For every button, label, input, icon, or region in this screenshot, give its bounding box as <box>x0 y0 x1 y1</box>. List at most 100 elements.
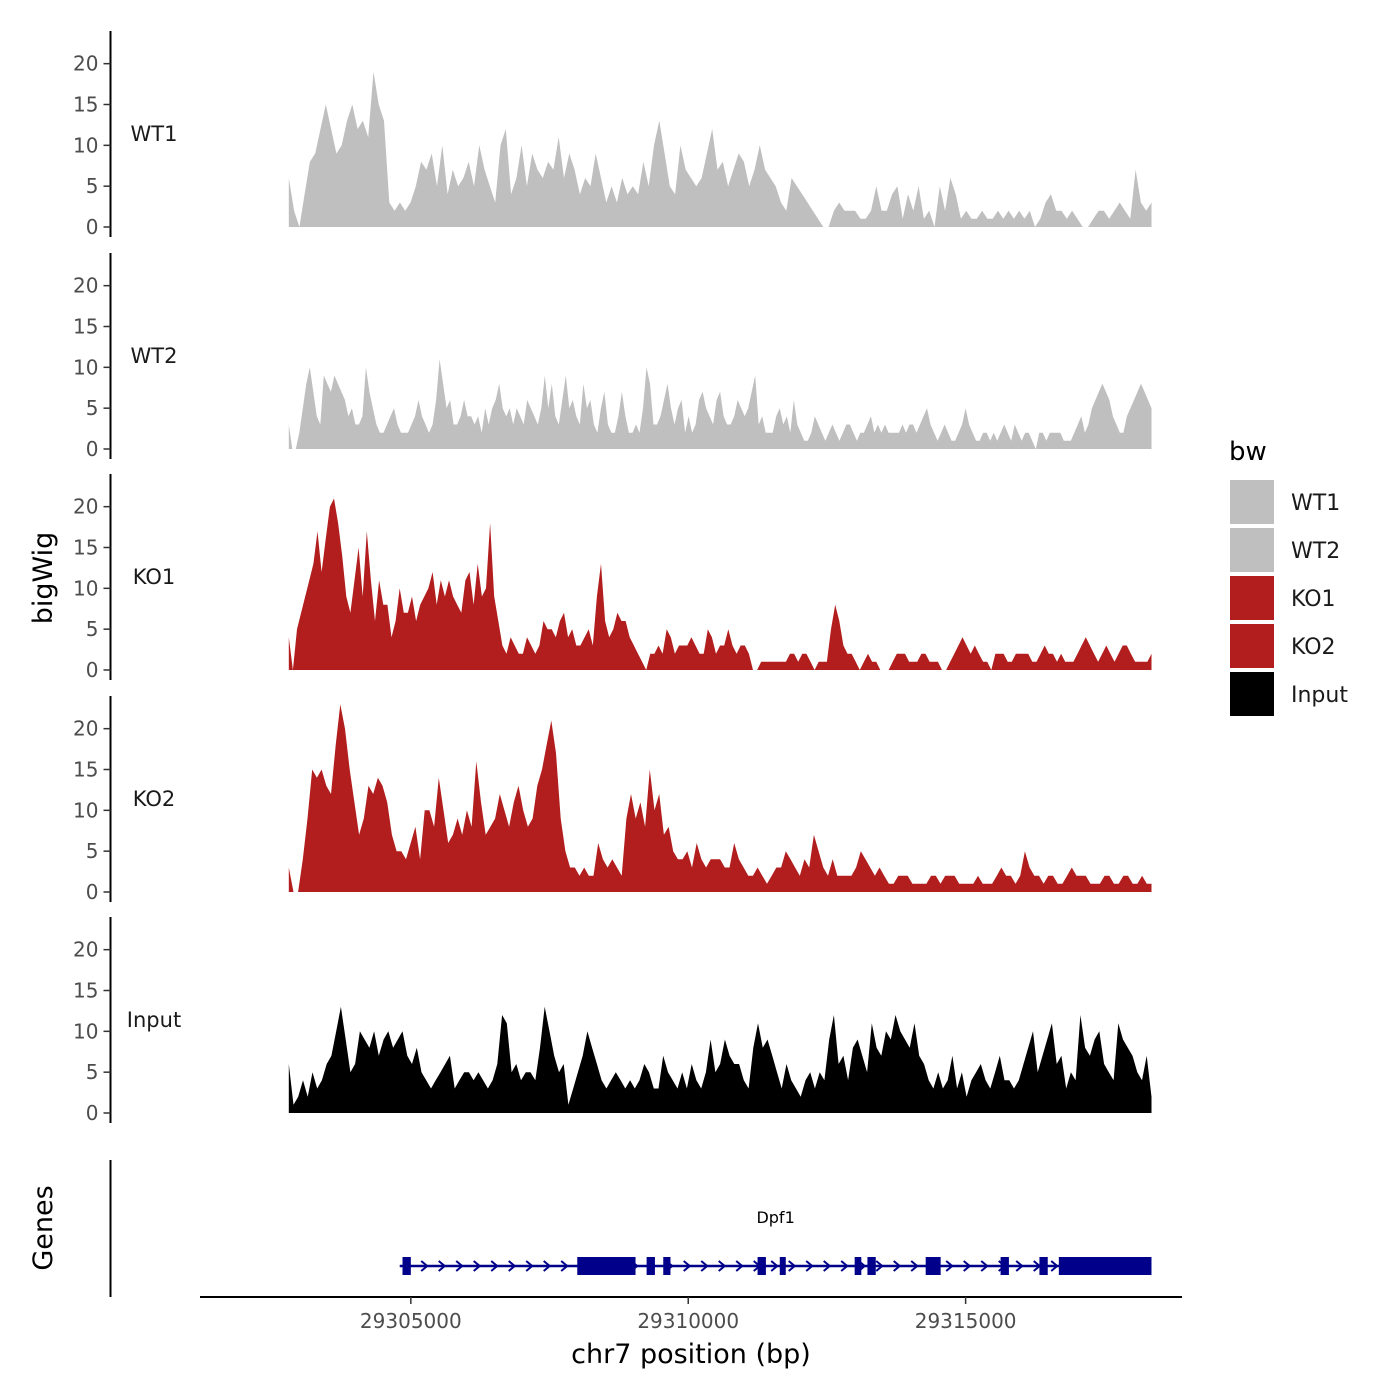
gene-strand-arrow <box>735 1260 744 1272</box>
track-input-y-tick-label: 5 <box>86 1060 99 1084</box>
track-wt2-area <box>288 359 1152 449</box>
legend-label: WT2 <box>1291 539 1340 564</box>
gene-exon <box>854 1257 862 1275</box>
track-wt2-y-tick-label: 15 <box>73 315 98 339</box>
x-axis-title: chr7 position (bp) <box>571 1339 811 1370</box>
gene-strand-arrow <box>438 1260 447 1272</box>
track-ko2-y-tick-label: 0 <box>86 880 99 904</box>
x-axis-ticks: 29305000 29310000 29315000 <box>360 1297 1017 1333</box>
gene-exon <box>577 1257 636 1275</box>
gene-exon <box>402 1257 411 1275</box>
gene-strand-arrow <box>805 1260 814 1272</box>
x-tick-label: 29310000 <box>637 1309 739 1333</box>
track-input-area <box>288 1006 1152 1113</box>
gene-strand-arrow <box>840 1260 849 1272</box>
genes-panel: Genes Dpf1 29305000 29310000 29315000 chr7… <box>28 1160 1182 1370</box>
track-ko2-y-tick-label: 5 <box>86 839 99 863</box>
track-ko2-label: KO2 <box>133 787 176 811</box>
gene-strand-arrow <box>1015 1260 1024 1272</box>
x-tick-label: 29305000 <box>360 1309 462 1333</box>
gene-strand-arrow <box>490 1260 499 1272</box>
track-ko1-y-tick-label: 0 <box>86 658 99 682</box>
track-ko1-y-tick-label: 10 <box>73 576 98 600</box>
track-ko2-y-tick-label: 20 <box>73 717 98 741</box>
track-wt2: 0 5 10 15 20 WT2 <box>73 253 1152 461</box>
track-ko1-y-tick-label: 20 <box>73 495 98 519</box>
track-input-y-tick-label: 20 <box>73 938 98 962</box>
track-wt1-y-tick-label: 10 <box>73 133 98 157</box>
legend-title: bw <box>1229 437 1267 467</box>
gene-exon <box>757 1257 766 1275</box>
track-ko2-area <box>288 704 1152 892</box>
track-ko1-area <box>288 498 1152 670</box>
legend-swatch <box>1230 624 1274 668</box>
legend-swatch <box>1230 528 1274 572</box>
gene-strand-arrow <box>543 1260 552 1272</box>
legend-items: WT1 WT2 KO1 KO2 Input <box>1230 480 1348 716</box>
gene-exon <box>646 1257 655 1275</box>
legend-item-wt1: WT1 <box>1230 480 1340 524</box>
gene-strand-arrow <box>893 1260 902 1272</box>
track-wt2-y-tick-label: 20 <box>73 274 98 298</box>
track-input: 0 5 10 15 20 Input <box>73 917 1152 1125</box>
tracks-group: 0 5 10 15 20 WT1 0 5 10 15 20 WT2 0 5 10 15 20 KO1 0 5 10 15 2… <box>73 31 1152 1125</box>
legend-label: Input <box>1291 683 1348 708</box>
gene-exon <box>1039 1257 1048 1275</box>
track-wt2-label: WT2 <box>131 344 178 368</box>
legend-item-ko1: KO1 <box>1230 576 1336 620</box>
gene-strand-arrow <box>963 1260 972 1272</box>
legend-item-ko2: KO2 <box>1230 624 1336 668</box>
track-ko1: 0 5 10 15 20 KO1 <box>73 474 1152 682</box>
gene-exon <box>779 1257 786 1275</box>
gene-dpf1: Dpf1 <box>399 1208 1152 1275</box>
gene-strand-arrow <box>700 1260 709 1272</box>
legend-swatch <box>1230 480 1274 524</box>
track-wt1-y-tick-label: 5 <box>86 174 99 198</box>
track-input-y-tick-label: 10 <box>73 1019 98 1043</box>
gene-strand-arrow <box>718 1260 727 1272</box>
track-input-label: Input <box>127 1008 181 1032</box>
track-wt2-y-tick-label: 0 <box>86 437 99 461</box>
track-input-y-tick-label: 15 <box>73 979 98 1003</box>
gene-strand-arrow <box>788 1260 797 1272</box>
track-wt1-area <box>288 71 1152 227</box>
gene-strand-arrow <box>560 1260 569 1272</box>
legend-label: KO1 <box>1291 587 1336 612</box>
track-ko1-y-tick-label: 5 <box>86 617 99 641</box>
gene-strand-arrow <box>473 1260 482 1272</box>
gene-exon <box>925 1257 941 1275</box>
track-ko2-y-tick-label: 15 <box>73 758 98 782</box>
legend-item-input: Input <box>1230 672 1348 716</box>
gene-strand-arrow <box>525 1260 534 1272</box>
legend-label: KO2 <box>1291 635 1336 660</box>
gene-strand-arrow <box>1050 1260 1059 1272</box>
track-ko1-y-tick-label: 15 <box>73 536 98 560</box>
x-tick-label: 29315000 <box>915 1309 1017 1333</box>
track-wt2-y-tick-label: 10 <box>73 355 98 379</box>
legend-swatch <box>1230 672 1274 716</box>
gene-strand-arrow <box>508 1260 517 1272</box>
y-axis-title: bigWig <box>28 532 59 625</box>
gene-exon <box>663 1257 671 1275</box>
gene-strand-arrow <box>455 1260 464 1272</box>
track-wt1-y-tick-label: 0 <box>86 215 99 239</box>
gene-strand-arrow <box>823 1260 832 1272</box>
genes-layer: Dpf1 <box>399 1208 1152 1275</box>
gene-strand-arrow <box>770 1260 779 1272</box>
gene-strand-arrow <box>875 1260 884 1272</box>
legend-swatch <box>1230 576 1274 620</box>
track-wt2-y-tick-label: 5 <box>86 396 99 420</box>
track-ko1-label: KO1 <box>133 565 176 589</box>
gene-strand-arrow <box>910 1260 919 1272</box>
legend-label: WT1 <box>1291 491 1340 516</box>
legend-item-wt2: WT2 <box>1230 528 1340 572</box>
track-wt1-label: WT1 <box>131 122 178 146</box>
track-wt1-y-tick-label: 15 <box>73 93 98 117</box>
track-ko2: 0 5 10 15 20 KO2 <box>73 696 1152 904</box>
gene-strand-arrow <box>683 1260 692 1272</box>
gene-strand-arrow <box>980 1260 989 1272</box>
genes-axis-title: Genes <box>28 1185 59 1270</box>
gene-exon <box>1000 1257 1009 1275</box>
track-wt1: 0 5 10 15 20 WT1 <box>73 31 1152 239</box>
